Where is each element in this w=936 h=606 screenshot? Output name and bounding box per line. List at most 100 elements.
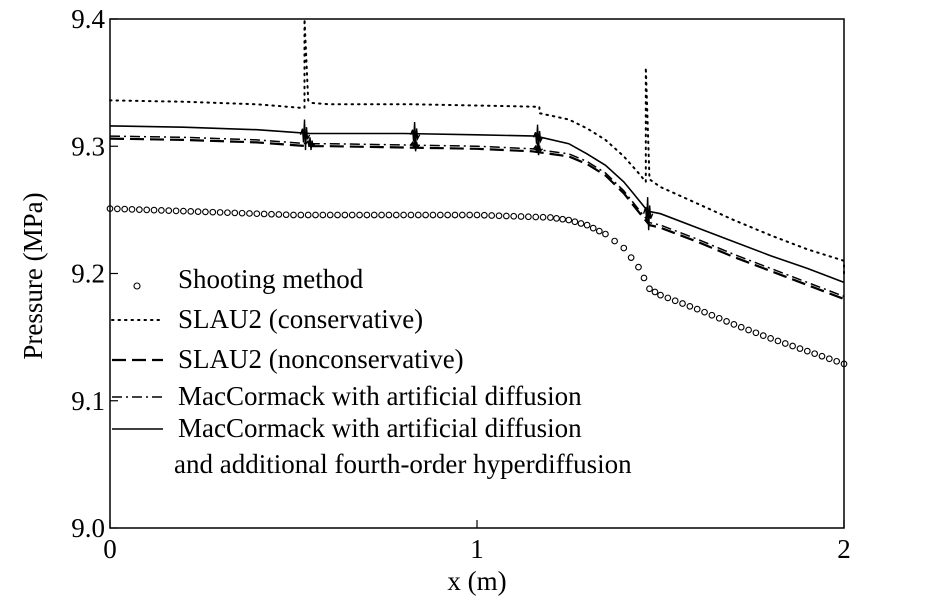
data-point — [811, 350, 818, 358]
data-point — [400, 211, 407, 219]
x-tick-label: 0 — [103, 534, 117, 564]
data-point — [370, 211, 378, 219]
data-point — [752, 329, 760, 337]
data-point — [429, 211, 437, 219]
data-point — [356, 211, 363, 219]
data-point — [121, 205, 129, 213]
data-point — [640, 274, 648, 282]
y-tick-label: 9.2 — [71, 259, 105, 289]
data-point — [326, 211, 334, 219]
x-tick-label: 2 — [837, 534, 851, 564]
data-point — [290, 211, 297, 219]
data-point — [378, 211, 385, 219]
data-point — [209, 208, 217, 216]
data-point — [781, 340, 789, 347]
data-point — [480, 211, 488, 219]
data-point — [571, 218, 579, 226]
data-point — [216, 209, 224, 216]
data-point — [246, 210, 253, 217]
y-tick-label: 9.3 — [71, 131, 105, 161]
data-point — [334, 211, 341, 219]
data-point — [553, 215, 560, 222]
data-point — [620, 244, 628, 252]
data-point — [319, 211, 327, 219]
data-point — [671, 297, 679, 305]
series-circles — [106, 205, 848, 368]
data-point — [510, 212, 518, 220]
series-line — [109, 125, 845, 284]
data-point — [187, 208, 195, 215]
data-point — [759, 332, 767, 339]
data-point — [745, 326, 752, 334]
oscillation-mark — [642, 197, 654, 231]
legend-label: and additional fourth-order hyperdiffusi… — [174, 449, 632, 479]
data-point — [657, 291, 664, 299]
data-point — [602, 230, 609, 238]
data-point — [646, 285, 653, 293]
data-point — [664, 294, 672, 302]
data-point — [517, 213, 525, 220]
data-point — [473, 211, 481, 219]
data-point — [577, 220, 585, 227]
legend-label: MacCormack with artificial diffusion — [178, 381, 582, 411]
oscillation-mark — [409, 122, 421, 148]
data-point — [525, 213, 532, 221]
data-point — [565, 216, 573, 224]
x-tick-label: 1 — [470, 534, 484, 564]
series-line — [109, 18, 845, 275]
data-point — [180, 207, 187, 215]
data-point — [113, 205, 121, 213]
data-point — [789, 342, 796, 350]
data-point — [611, 237, 618, 245]
data-point — [136, 206, 143, 213]
data-point — [268, 210, 275, 218]
data-point — [194, 208, 202, 216]
data-point — [559, 215, 566, 223]
data-point — [282, 211, 290, 219]
data-point — [158, 207, 165, 214]
oscillation-mark — [410, 138, 421, 152]
data-point — [128, 206, 136, 213]
data-point — [583, 221, 591, 229]
axis-ticks: 0 1 2 9.0 9.1 9.2 9.3 9.4 — [71, 4, 851, 564]
oscillation-mark — [533, 142, 544, 156]
legend-entry: Shooting method — [133, 264, 364, 294]
data-point — [701, 308, 708, 316]
data-point — [451, 211, 459, 219]
data-point — [312, 211, 319, 219]
data-point — [172, 207, 180, 215]
data-point — [730, 321, 738, 328]
data-point — [422, 211, 429, 219]
data-point — [686, 302, 694, 310]
data-point — [407, 211, 415, 219]
data-point — [532, 213, 540, 221]
y-axis-label: Pressure (MPa) — [18, 192, 48, 359]
data-point — [150, 206, 158, 214]
data-point — [495, 212, 503, 220]
legend-marker — [133, 282, 141, 290]
data-point — [488, 212, 496, 219]
data-point — [589, 224, 597, 232]
data-point — [392, 211, 400, 219]
legend-entry: SLAU2 (nonconservative) — [112, 344, 464, 374]
data-point — [363, 211, 371, 219]
data-point — [202, 208, 209, 216]
data-point — [693, 305, 701, 313]
data-point — [231, 209, 239, 217]
legend-label: SLAU2 (nonconservative) — [178, 344, 464, 374]
data-point — [385, 211, 393, 219]
legend-entry: SLAU2 (conservative) — [111, 304, 423, 334]
data-point — [825, 355, 833, 363]
data-point — [715, 314, 723, 322]
data-point — [253, 210, 261, 218]
data-point — [238, 209, 246, 217]
data-point — [106, 205, 114, 212]
y-tick-label: 9.4 — [71, 4, 105, 34]
data-point — [503, 212, 510, 220]
data-point — [723, 317, 730, 325]
series-layer — [106, 18, 848, 368]
oscillation-mark — [532, 124, 544, 151]
data-point — [304, 211, 312, 219]
data-point — [767, 335, 774, 342]
